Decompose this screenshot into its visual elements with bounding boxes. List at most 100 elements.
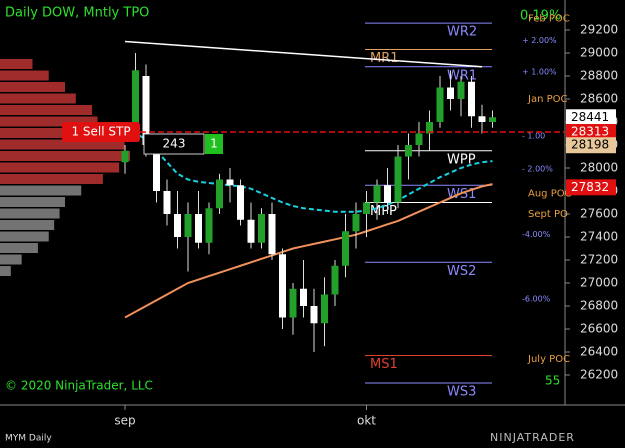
poc-label: Sept PO <box>528 209 568 220</box>
candle-body <box>331 265 339 295</box>
price-tag <box>566 137 616 154</box>
candle-body <box>132 70 139 134</box>
poc-label: Aug POC <box>528 188 572 199</box>
candle-body <box>279 254 286 318</box>
candle-body <box>300 288 307 306</box>
y-tick-label: 29200 <box>580 23 618 37</box>
y-tick-label: 28800 <box>580 69 618 83</box>
candle-body <box>142 76 150 145</box>
trendline <box>124 40 483 68</box>
profile-bar <box>0 82 65 92</box>
ma-line <box>124 183 493 319</box>
candle-body <box>457 81 465 99</box>
instrument: MYM Daily <box>5 434 52 444</box>
candle-body <box>436 87 444 122</box>
candle-body <box>363 202 370 214</box>
candle-body <box>226 179 234 186</box>
profile-bar <box>0 70 49 81</box>
candle-body <box>405 145 412 157</box>
profile-bar <box>0 128 109 138</box>
candle-body <box>289 288 297 318</box>
y-tick-label: 26200 <box>580 368 618 382</box>
candle-body <box>415 133 423 145</box>
candle-body <box>174 214 181 237</box>
x-tick-label: okt <box>357 414 376 428</box>
profile-bar <box>0 220 55 230</box>
profile-bar <box>0 162 120 173</box>
profile-bar <box>0 59 33 69</box>
copyright: © 2020 NinjaTrader, LLC <box>5 379 153 393</box>
profile-bar <box>0 116 98 127</box>
y-tick-label: 27600 <box>580 207 618 221</box>
poc-label: July POC <box>527 354 570 365</box>
candle-body <box>468 81 475 117</box>
candle-body <box>268 214 276 255</box>
profile-bar <box>0 139 125 150</box>
pct-label: - 2.00% <box>522 165 553 174</box>
level-label: WR2 <box>447 25 477 40</box>
candle-body <box>310 306 318 324</box>
pct-label: + 2.00% <box>522 36 557 45</box>
candle-body <box>489 117 496 122</box>
profile-bar <box>0 93 76 104</box>
brand: NINJATRADER <box>490 431 575 444</box>
candle-body <box>184 214 192 237</box>
x-tick-label: sep <box>114 414 135 428</box>
order-qty-box <box>143 133 205 155</box>
candle-body <box>216 179 223 209</box>
candle-body <box>478 116 486 122</box>
profile-bar <box>0 243 38 253</box>
candle-body <box>121 150 129 163</box>
candle-body <box>394 156 402 203</box>
candle-body <box>195 214 202 243</box>
level-label: WS3 <box>447 385 476 400</box>
price-tag-label: 28198 <box>571 138 609 152</box>
pct-label: + 1.00% <box>522 67 557 76</box>
change: 0.19% <box>520 9 561 24</box>
y-tick-label: 26800 <box>580 299 618 313</box>
candle-body <box>205 208 213 243</box>
y-tick-label: 26600 <box>580 322 618 336</box>
ma-line <box>124 132 493 213</box>
y-tick-label: 26400 <box>580 345 618 359</box>
poc-label: Jan POC <box>527 94 567 105</box>
level-label: WPP <box>447 152 476 167</box>
order-count: 1 <box>210 137 218 151</box>
order-label: 1 Sell STP <box>71 125 130 139</box>
candle-body <box>163 191 171 214</box>
candle-body <box>342 231 349 266</box>
profile-bar <box>0 208 60 219</box>
candle-body <box>321 294 328 324</box>
pct-label: -4.00% <box>522 230 551 239</box>
y-tick-label: 27000 <box>580 276 618 290</box>
price-tag-label: 27832 <box>571 180 609 194</box>
chart-title: Daily DOW, Mntly TPO <box>5 6 149 21</box>
candle-body <box>237 185 244 220</box>
price-tag <box>566 179 616 196</box>
level-label: WR1 <box>447 68 477 83</box>
profile-bar <box>0 185 82 196</box>
pct-label: - 1.00 <box>522 131 545 140</box>
candle-body <box>247 219 255 243</box>
level-label: MS1 <box>370 357 398 372</box>
order-count-box <box>205 134 223 155</box>
price-tag <box>566 109 616 126</box>
profile-bar <box>0 174 103 184</box>
poc-label: Feb POC <box>528 14 570 25</box>
y-tick-label: 29000 <box>580 46 618 60</box>
price-tag-label: 28441 <box>571 110 609 124</box>
candle-body <box>258 214 265 243</box>
y-tick-label: 27200 <box>580 253 618 267</box>
profile-bar <box>0 266 11 276</box>
level-label: MR1 <box>370 51 399 66</box>
level-label: WS2 <box>447 264 476 279</box>
order-qty: 243 <box>163 137 186 151</box>
counter: 55 <box>545 374 560 388</box>
pct-label: -6.00% <box>522 295 551 304</box>
candle-body <box>384 185 391 203</box>
profile-bar <box>0 105 93 115</box>
y-tick-label: 28000 <box>580 161 618 175</box>
candle-body <box>352 214 360 232</box>
